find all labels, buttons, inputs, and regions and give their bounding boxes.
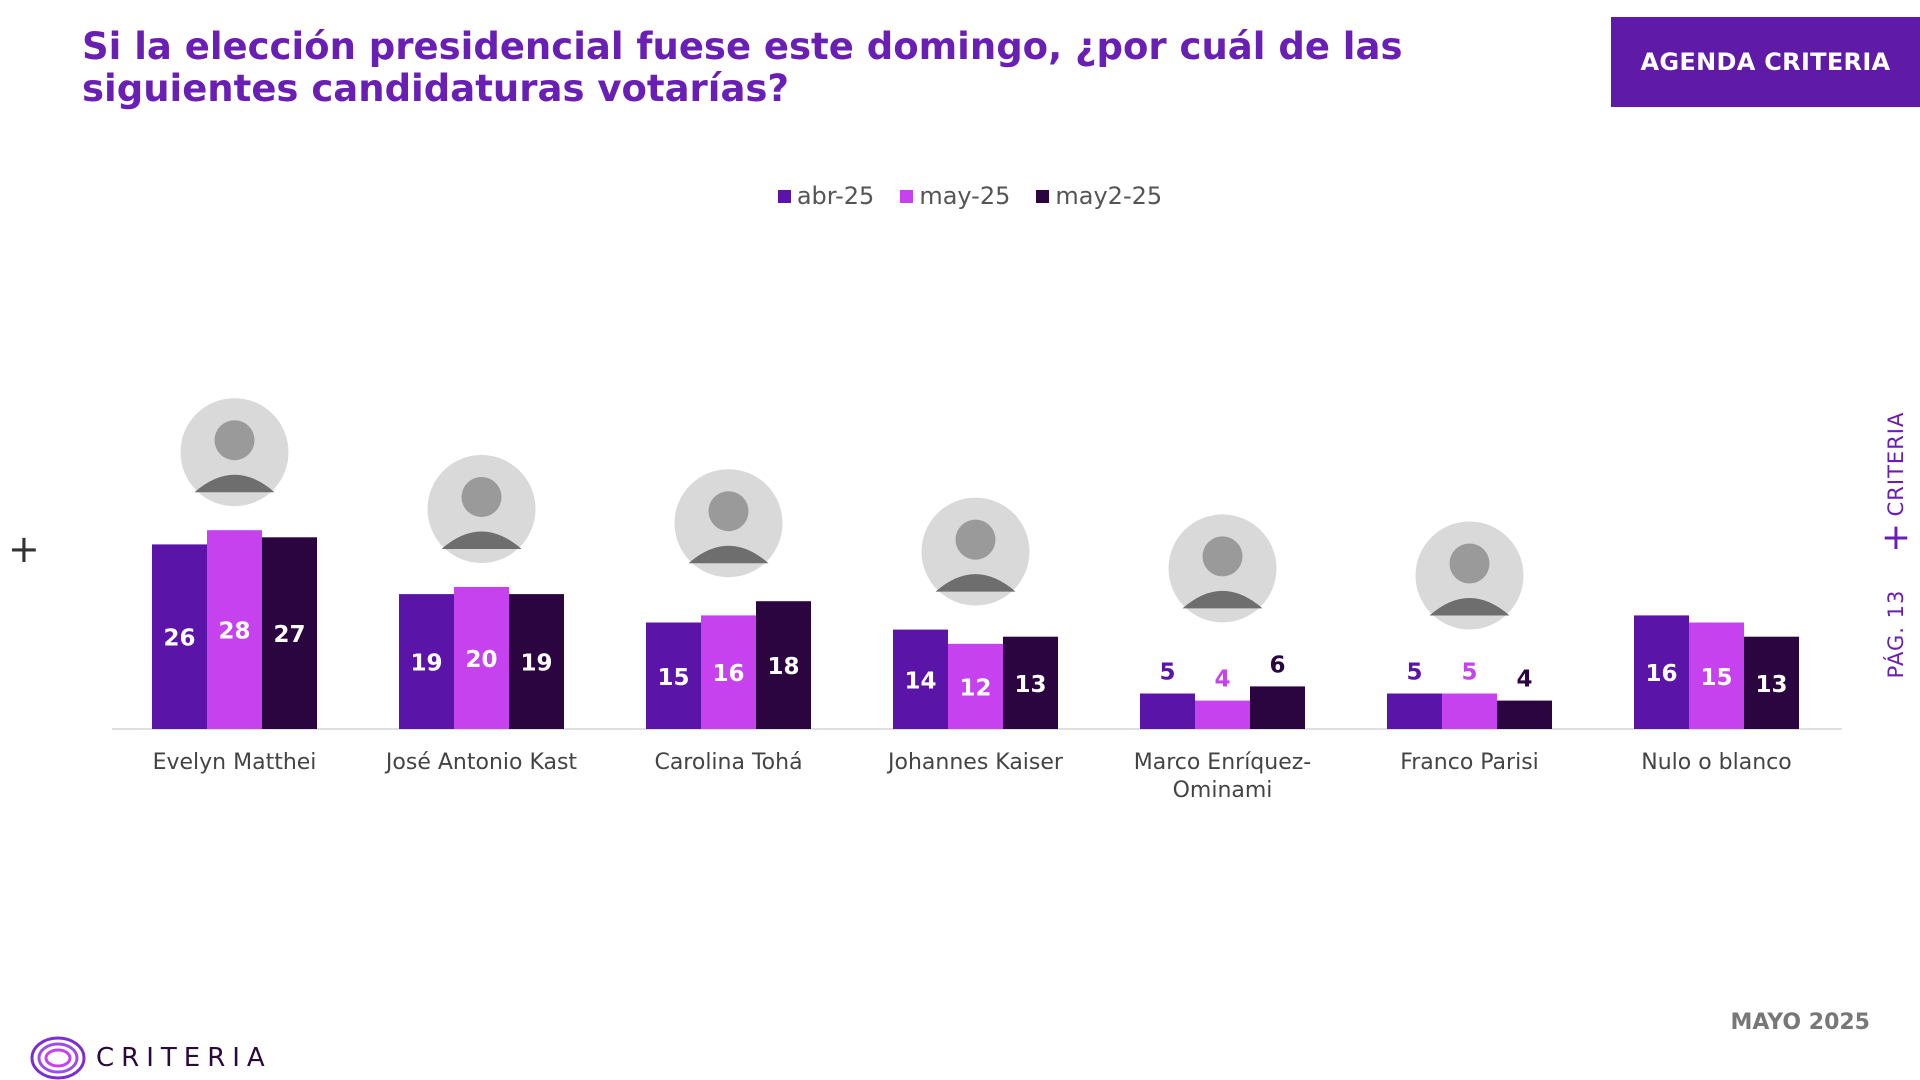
report-date: MAYO 2025 bbox=[1730, 1010, 1870, 1035]
legend-swatch bbox=[900, 189, 914, 203]
bar bbox=[1634, 615, 1689, 729]
bar bbox=[1689, 622, 1744, 729]
side-criteria-label: CRITERIA bbox=[1884, 411, 1908, 517]
data-label: 15 bbox=[1700, 665, 1732, 691]
bar bbox=[1497, 700, 1552, 729]
data-label: 19 bbox=[410, 651, 442, 677]
data-label: 18 bbox=[767, 654, 799, 680]
chart-legend: abr-25 may-25 may2-25 bbox=[0, 182, 1920, 210]
bar bbox=[152, 544, 207, 729]
data-label: 4 bbox=[1516, 667, 1532, 693]
candidate-photo bbox=[921, 497, 1030, 606]
data-label: 16 bbox=[1645, 661, 1677, 687]
data-label: 27 bbox=[273, 622, 305, 648]
side-rail: CRITERIA + PÁG. 13 bbox=[1876, 392, 1916, 692]
category-label: Nulo o blanco bbox=[1641, 750, 1791, 775]
page-title: Si la elección presidencial fuese este d… bbox=[82, 25, 1403, 110]
data-label: 13 bbox=[1755, 672, 1787, 698]
bar bbox=[1387, 693, 1442, 729]
legend-item-may-25: may-25 bbox=[900, 182, 1010, 210]
legend-label: abr-25 bbox=[796, 182, 875, 210]
bar bbox=[1744, 636, 1799, 729]
category-label: Johannes Kaiser bbox=[886, 750, 1064, 775]
data-label: 19 bbox=[520, 651, 552, 677]
candidate-photo bbox=[180, 398, 289, 507]
criteria-logo-icon bbox=[30, 1036, 86, 1080]
legend-item-abr-25: abr-25 bbox=[777, 182, 875, 210]
category-label: Marco Enríquez-Ominami bbox=[1134, 750, 1312, 803]
page-number: PÁG. 13 bbox=[1884, 589, 1908, 679]
category-label: José Antonio Kast bbox=[384, 750, 578, 775]
data-label: 16 bbox=[712, 661, 744, 687]
bar bbox=[646, 622, 701, 729]
candidate-photo bbox=[674, 469, 783, 578]
bar bbox=[262, 537, 317, 729]
bar bbox=[1195, 700, 1250, 729]
data-label: 12 bbox=[959, 675, 991, 701]
bar bbox=[756, 601, 811, 729]
legend-swatch bbox=[1036, 189, 1050, 203]
legend-label: may-25 bbox=[919, 182, 1011, 210]
candidate-photo bbox=[427, 455, 536, 563]
criteria-logo: CRITERIA bbox=[30, 1036, 272, 1080]
data-label: 15 bbox=[657, 665, 689, 691]
data-label: 28 bbox=[218, 619, 250, 645]
bar bbox=[1140, 693, 1195, 729]
data-label: 26 bbox=[163, 626, 195, 652]
legend-item-may2-25: may2-25 bbox=[1036, 182, 1162, 210]
bar bbox=[893, 629, 948, 729]
data-label: 13 bbox=[1014, 672, 1046, 698]
plus-icon: + bbox=[8, 527, 40, 571]
data-label: 14 bbox=[904, 668, 936, 694]
category-label: Franco Parisi bbox=[1400, 750, 1539, 775]
bar bbox=[948, 643, 1003, 729]
candidate-photo bbox=[1415, 521, 1524, 630]
data-label: 5 bbox=[1461, 660, 1477, 686]
data-label: 5 bbox=[1406, 660, 1422, 686]
bar bbox=[1442, 693, 1497, 729]
data-label: 5 bbox=[1159, 660, 1175, 686]
bar bbox=[1003, 636, 1058, 729]
bar bbox=[1250, 686, 1305, 729]
candidate-photo bbox=[1168, 514, 1277, 623]
bar bbox=[509, 594, 564, 729]
plus-icon: + bbox=[1880, 517, 1912, 558]
legend-swatch bbox=[777, 189, 791, 203]
data-label: 20 bbox=[465, 647, 497, 673]
data-label: 6 bbox=[1269, 652, 1285, 678]
bar bbox=[701, 615, 756, 729]
bar bbox=[207, 530, 262, 729]
bar bbox=[399, 594, 454, 729]
bar bbox=[454, 587, 509, 729]
agenda-criteria-badge: AGENDA CRITERIA bbox=[1611, 17, 1920, 107]
category-label: Carolina Tohá bbox=[654, 750, 802, 775]
data-label: 4 bbox=[1214, 667, 1230, 693]
legend-label: may2-25 bbox=[1055, 182, 1163, 210]
logo-wordmark: CRITERIA bbox=[96, 1043, 272, 1073]
category-label: Evelyn Matthei bbox=[153, 750, 317, 775]
